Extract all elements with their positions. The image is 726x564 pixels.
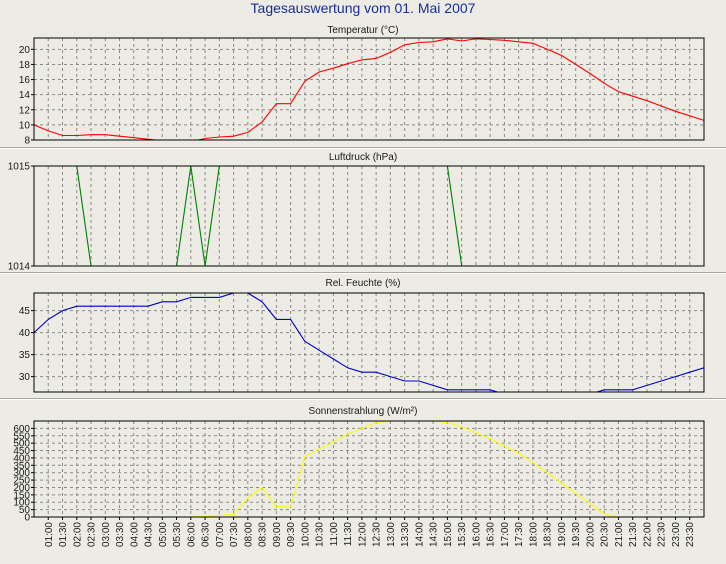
x-tick-label: 20:00 <box>585 522 596 547</box>
x-tick-label: 19:00 <box>557 522 568 547</box>
x-tick-label: 06:30 <box>201 522 212 547</box>
x-tick-label: 03:00 <box>101 522 112 547</box>
y-tick-label: 1015 <box>8 162 31 173</box>
x-tick-label: 20:30 <box>600 522 611 547</box>
y-tick-label: 35 <box>19 350 31 361</box>
y-tick-label: 450 <box>13 446 30 457</box>
x-tick-label: 08:00 <box>243 522 254 547</box>
x-tick-label: 13:00 <box>386 522 397 547</box>
x-tick-label: 18:30 <box>543 522 554 547</box>
x-tick-label: 15:30 <box>457 522 468 547</box>
chart-panel: Temperatur (°C) 8 10 12 14 16 18 20 <box>19 25 705 147</box>
x-tick-label: 21:00 <box>614 522 625 547</box>
x-tick-label: 02:30 <box>87 522 98 547</box>
series-line <box>34 166 704 266</box>
x-tick-label: 12:00 <box>357 522 368 547</box>
series-line <box>34 293 704 392</box>
x-tick-label: 02:00 <box>72 522 83 547</box>
x-tick-label: 17:00 <box>500 522 511 547</box>
x-tick-label: 18:00 <box>528 522 539 547</box>
x-tick-label: 13:30 <box>400 522 411 547</box>
x-tick-label: 11:00 <box>329 522 340 547</box>
x-tick-label: 05:00 <box>158 522 169 547</box>
y-tick-label: 14 <box>19 90 31 101</box>
y-tick-label: 100 <box>13 498 30 509</box>
x-tick-label: 04:00 <box>129 522 140 547</box>
y-tick-label: 10 <box>19 120 31 131</box>
series-line <box>34 38 704 140</box>
y-tick-label: 0 <box>24 513 30 524</box>
x-tick-label: 04:30 <box>144 522 155 547</box>
x-tick-label: 22:00 <box>642 522 653 547</box>
x-tick-label: 14:00 <box>414 522 425 547</box>
page-title: Tagesauswertung vom 01. Mai 2007 <box>250 0 476 16</box>
x-tick-label: 16:30 <box>486 522 497 547</box>
y-tick-label: 45 <box>19 306 31 317</box>
y-tick-label: 400 <box>13 453 30 464</box>
plot-frame <box>33 165 705 267</box>
y-tick-label: 300 <box>13 468 30 479</box>
y-tick-label: 600 <box>13 424 30 435</box>
y-tick-label: 500 <box>13 439 30 450</box>
y-tick-label: 250 <box>13 476 30 487</box>
x-tick-label: 09:00 <box>272 522 283 547</box>
chart-panel: Rel. Feuchte (%) 30 35 40 45 <box>19 278 705 393</box>
plot-frame <box>33 37 705 141</box>
y-tick-label: 12 <box>19 105 31 116</box>
chart-title: Rel. Feuchte (%) <box>325 278 400 289</box>
chart-panel: Sonnenstrahlung (W/m²) 050100150200250300… <box>13 406 705 524</box>
x-tick-label: 23:00 <box>671 522 682 547</box>
panel-divider <box>0 398 726 400</box>
x-tick-label: 19:30 <box>571 522 582 547</box>
x-tick-label: 08:30 <box>258 522 269 547</box>
plot-frame <box>33 292 705 393</box>
x-tick-label: 10:00 <box>300 522 311 547</box>
x-tick-label: 10:30 <box>315 522 326 547</box>
y-tick-label: 40 <box>19 328 31 339</box>
chart-title: Luftdruck (hPa) <box>329 152 397 163</box>
x-tick-label: 11:30 <box>343 522 354 547</box>
x-tick-label: 16:00 <box>471 522 482 547</box>
chart-panel: Luftdruck (hPa) 1014 1015 <box>8 152 705 273</box>
y-tick-label: 18 <box>19 60 31 71</box>
x-tick-label: 07:00 <box>215 522 226 547</box>
y-tick-label: 8 <box>24 136 30 147</box>
y-tick-label: 50 <box>19 505 31 516</box>
y-tick-label: 16 <box>19 75 31 86</box>
x-tick-label: 14:30 <box>429 522 440 547</box>
x-tick-label: 03:30 <box>115 522 126 547</box>
chart-title: Temperatur (°C) <box>327 25 398 36</box>
x-tick-label: 01:00 <box>44 522 55 547</box>
y-tick-label: 350 <box>13 461 30 472</box>
x-tick-label: 15:00 <box>443 522 454 547</box>
x-tick-label: 09:30 <box>286 522 297 547</box>
x-tick-label: 21:30 <box>628 522 639 547</box>
x-tick-label: 06:00 <box>186 522 197 547</box>
panel-divider <box>0 147 726 149</box>
y-tick-label: 30 <box>19 372 31 383</box>
y-tick-label: 200 <box>13 483 30 494</box>
panel-divider <box>0 272 726 274</box>
x-tick-label: 12:30 <box>372 522 383 547</box>
y-tick-label: 1014 <box>8 262 31 273</box>
x-tick-label: 01:30 <box>58 522 69 547</box>
x-axis: 01:00 01:30 02:00 02:30 03:00 03:30 04:00 04:30… <box>44 517 696 547</box>
x-tick-label: 07:30 <box>229 522 240 547</box>
x-tick-label: 05:30 <box>172 522 183 547</box>
series-line <box>34 421 704 517</box>
x-tick-label: 17:30 <box>514 522 525 547</box>
x-tick-label: 23:30 <box>685 522 696 547</box>
y-tick-label: 150 <box>13 490 30 501</box>
y-tick-label: 550 <box>13 431 30 442</box>
chart-title: Sonnenstrahlung (W/m²) <box>309 406 418 417</box>
plot-frame <box>33 420 705 518</box>
y-tick-label: 20 <box>19 45 31 56</box>
x-tick-label: 22:30 <box>657 522 668 547</box>
